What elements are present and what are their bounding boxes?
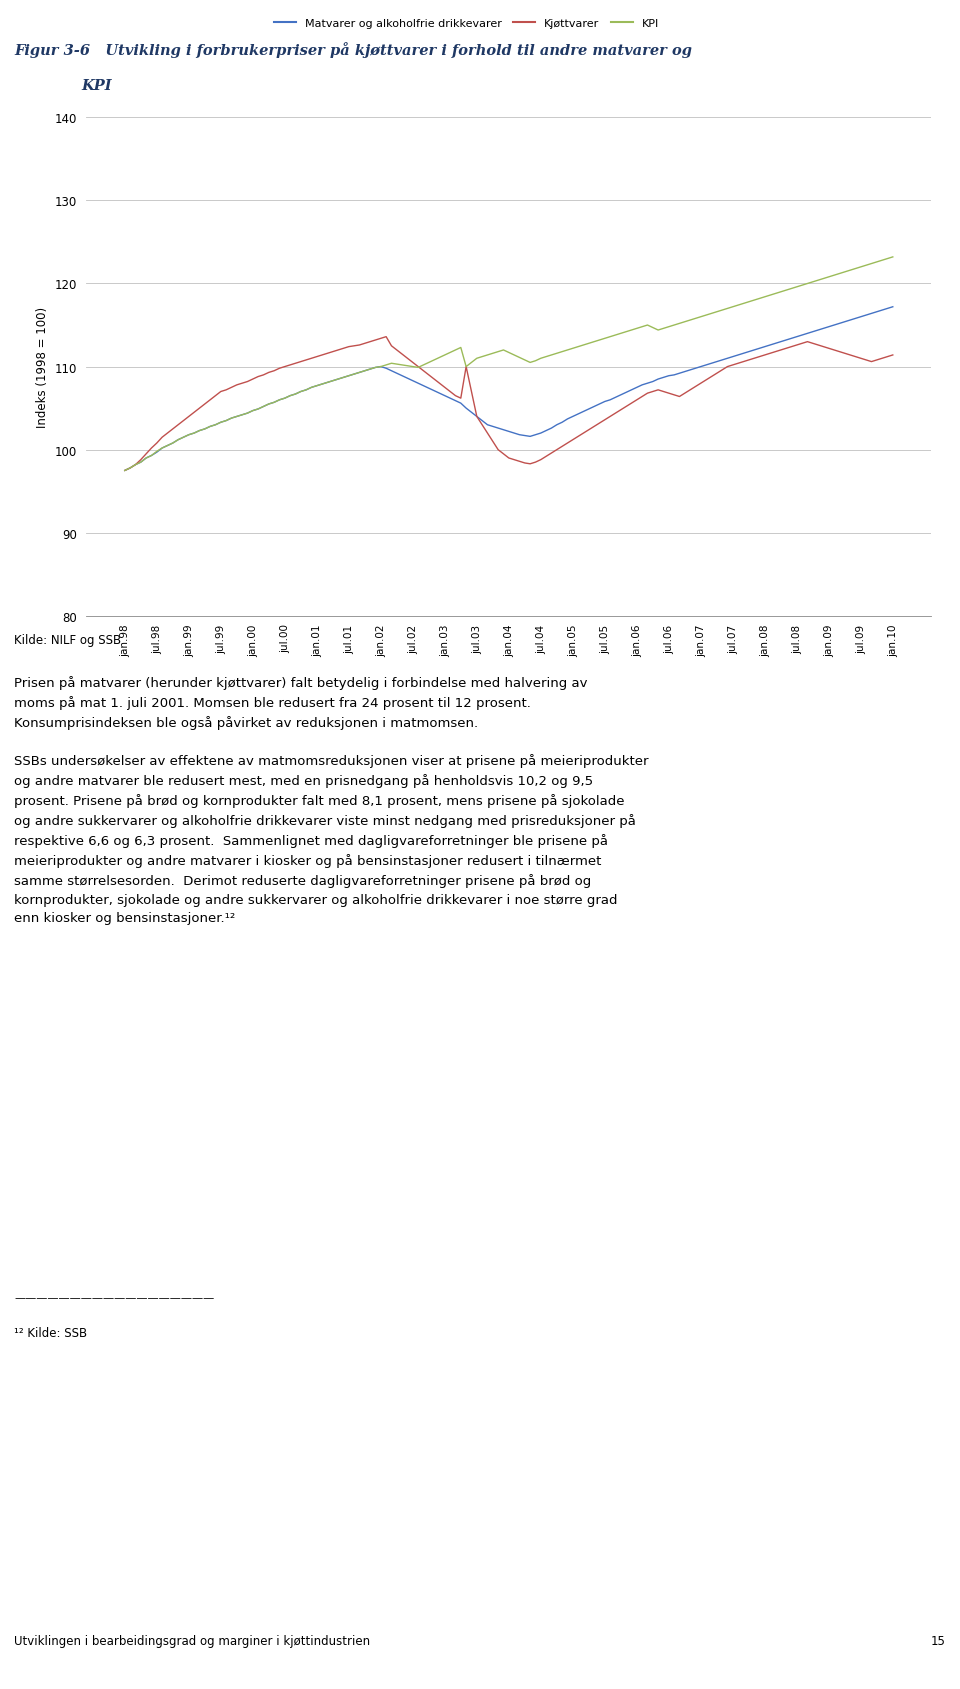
Matvarer og alkoholfrie drikkevarer xyxy=(119,461,131,481)
Kjøttvarer xyxy=(706,367,717,387)
KPI xyxy=(562,341,573,361)
KPI xyxy=(701,306,712,326)
Line: KPI: KPI xyxy=(125,258,893,471)
Kjøttvarer xyxy=(119,461,131,481)
Legend: Matvarer og alkoholfrie drikkevarer, Kjøttvarer, KPI: Matvarer og alkoholfrie drikkevarer, Kjø… xyxy=(270,14,663,34)
Kjøttvarer xyxy=(380,328,392,348)
Text: Figur 3-6   Utvikling i forbrukerpriser på kjøttvarer i forhold til andre matvar: Figur 3-6 Utvikling i forbrukerpriser på… xyxy=(14,42,692,57)
Kjøttvarer xyxy=(727,356,738,377)
KPI xyxy=(156,439,168,459)
KPI xyxy=(119,461,131,481)
Matvarer og alkoholfrie drikkevarer xyxy=(125,458,136,478)
Text: KPI: KPI xyxy=(82,79,112,93)
Matvarer og alkoholfrie drikkevarer xyxy=(722,350,733,370)
Kjøttvarer xyxy=(567,431,579,451)
Text: Prisen på matvarer (herunder kjøttvarer) falt betydelig i forbindelse med halver: Prisen på matvarer (herunder kjøttvarer)… xyxy=(14,676,649,926)
Matvarer og alkoholfrie drikkevarer xyxy=(562,409,573,429)
KPI xyxy=(125,458,136,478)
Kjøttvarer xyxy=(839,345,851,365)
Kjøttvarer xyxy=(887,346,899,367)
Text: ——————————————————: —————————————————— xyxy=(14,1292,215,1302)
Matvarer og alkoholfrie drikkevarer xyxy=(701,356,712,377)
Matvarer og alkoholfrie drikkevarer xyxy=(887,297,899,318)
Kjøttvarer xyxy=(125,458,136,478)
KPI xyxy=(887,248,899,269)
KPI xyxy=(722,299,733,319)
Line: Matvarer og alkoholfrie drikkevarer: Matvarer og alkoholfrie drikkevarer xyxy=(125,307,893,471)
Text: Utviklingen i bearbeidingsgrad og marginer i kjøttindustrien: Utviklingen i bearbeidingsgrad og margin… xyxy=(14,1633,371,1647)
Kjøttvarer xyxy=(156,427,168,448)
Line: Kjøttvarer: Kjøttvarer xyxy=(125,338,893,471)
Text: 15: 15 xyxy=(931,1633,946,1647)
Matvarer og alkoholfrie drikkevarer xyxy=(833,314,845,334)
Y-axis label: Indeks (1998 = 100): Indeks (1998 = 100) xyxy=(36,307,49,427)
KPI xyxy=(833,263,845,284)
Text: Kilde: NILF og SSB: Kilde: NILF og SSB xyxy=(14,633,122,647)
Matvarer og alkoholfrie drikkevarer xyxy=(156,439,168,459)
Text: ¹² Kilde: SSB: ¹² Kilde: SSB xyxy=(14,1326,87,1339)
